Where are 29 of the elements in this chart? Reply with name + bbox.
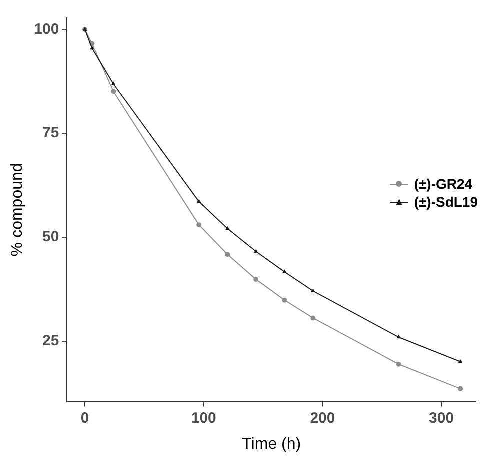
point: [225, 226, 230, 230]
point: [282, 270, 287, 274]
point: [196, 199, 202, 204]
point: [458, 359, 463, 364]
x-tick-label: 200: [310, 410, 336, 427]
point: [111, 82, 116, 86]
point: [225, 252, 230, 258]
point: [254, 249, 258, 253]
legend-label: (±)-GR24: [414, 176, 473, 192]
x-tick-label: 300: [429, 410, 454, 427]
point: [90, 46, 94, 50]
point: [396, 334, 401, 339]
y-tick-label: 100: [34, 20, 60, 38]
x-tick-label: 0: [80, 410, 90, 427]
point: [282, 298, 288, 303]
point: [111, 89, 116, 94]
point: [196, 222, 202, 228]
x-tick-label: 100: [191, 410, 216, 427]
point: [311, 288, 316, 292]
point: [310, 316, 316, 321]
y-tick-label: 75: [42, 124, 60, 142]
legend-label: (±)-SdL19: [414, 194, 478, 210]
x-axis-title: Time (h): [242, 436, 302, 453]
y-tick-label: 25: [42, 332, 60, 350]
y-tick-label: 50: [42, 228, 60, 246]
point: [254, 277, 259, 282]
point: [396, 362, 402, 367]
point: [458, 386, 464, 392]
y-axis-title: % compound: [9, 163, 26, 257]
